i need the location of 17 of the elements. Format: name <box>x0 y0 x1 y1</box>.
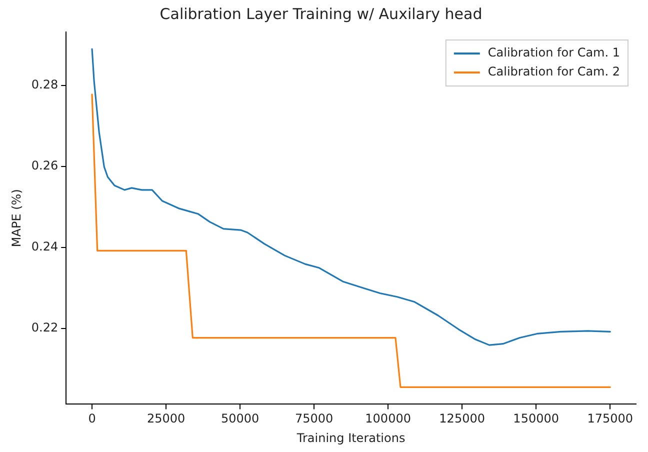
x-tick-label: 0 <box>88 412 96 426</box>
x-tick-label: 175000 <box>587 412 634 426</box>
x-tick-label: 125000 <box>439 412 485 426</box>
x-tick-label: 50000 <box>220 412 260 426</box>
legend-label: Calibration for Cam. 1 <box>488 46 620 60</box>
y-axis-title: MAPE (%) <box>9 189 24 248</box>
y-tick-label: 0.28 <box>31 78 58 92</box>
x-tick-label: 100000 <box>365 412 411 426</box>
legend-label: Calibration for Cam. 2 <box>488 64 620 79</box>
x-tick-label: 25000 <box>146 412 186 426</box>
y-tick-label: 0.26 <box>31 158 58 173</box>
y-tick-label: 0.22 <box>31 320 58 335</box>
chart-title: Calibration Layer Training w/ Auxilary head <box>160 4 482 23</box>
x-axis-title: Training Iterations <box>296 430 406 445</box>
x-tick-label: 75000 <box>294 412 334 426</box>
y-tick-label: 0.24 <box>31 240 58 254</box>
x-tick-label: 150000 <box>513 412 559 426</box>
